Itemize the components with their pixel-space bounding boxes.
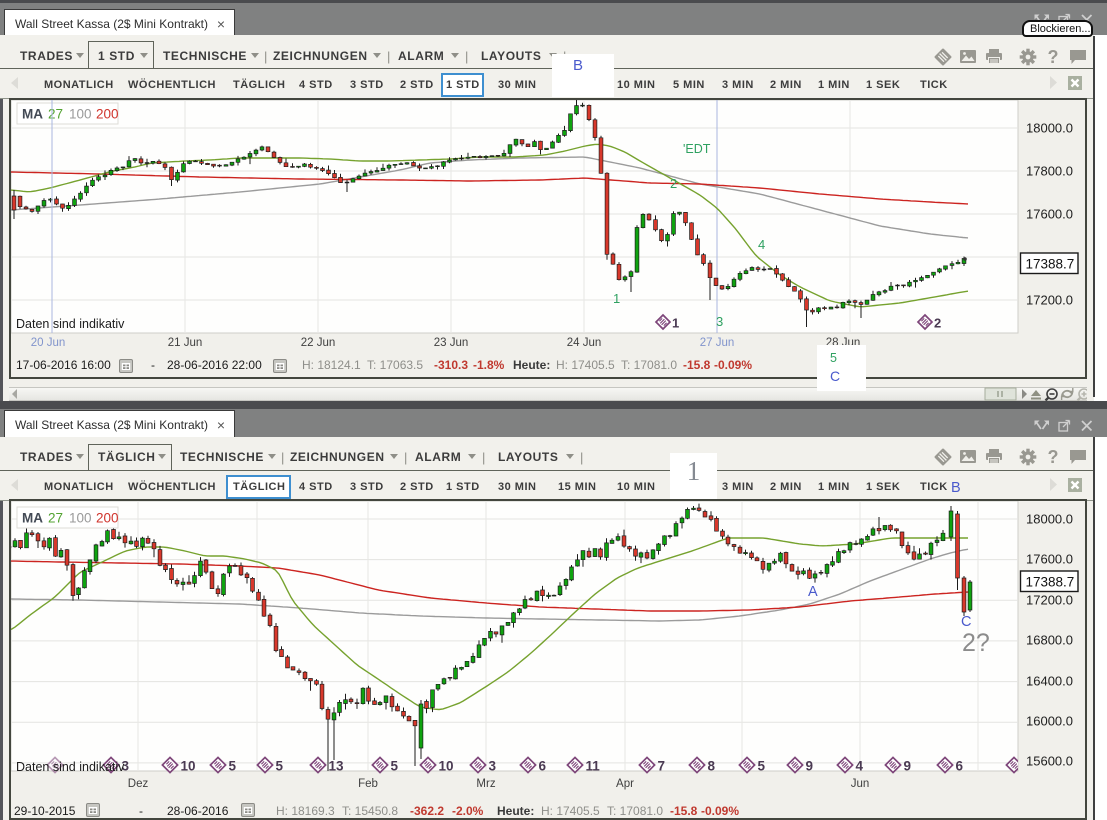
svg-text:?: ? — [1048, 48, 1059, 66]
svg-text:16400.0: 16400.0 — [1026, 674, 1073, 689]
svg-text:1: 1 — [613, 291, 620, 306]
svg-text:2: 2 — [670, 176, 677, 191]
svg-text:7: 7 — [658, 759, 666, 774]
svg-text:27 Jun: 27 Jun — [700, 337, 735, 349]
svg-text:17200.0: 17200.0 — [1026, 293, 1073, 308]
svg-text:15600.0: 15600.0 — [1026, 754, 1073, 769]
svg-text:27: 27 — [48, 107, 63, 122]
svg-text:Apr: Apr — [616, 778, 634, 790]
svg-text:13: 13 — [329, 759, 345, 774]
svg-text:22 Jun: 22 Jun — [301, 337, 336, 349]
svg-text:17600.0: 17600.0 — [1026, 207, 1073, 222]
svg-text:5: 5 — [229, 759, 237, 774]
svg-text:3: 3 — [122, 759, 130, 774]
svg-text:23 Jun: 23 Jun — [434, 337, 469, 349]
svg-text:2?: 2? — [962, 629, 990, 657]
svg-text:8: 8 — [708, 759, 716, 774]
svg-text:9: 9 — [806, 759, 814, 774]
svg-text:24 Jun: 24 Jun — [567, 337, 602, 349]
svg-text:5: 5 — [276, 759, 284, 774]
svg-text:Mrz: Mrz — [476, 778, 495, 790]
svg-text:11: 11 — [586, 759, 601, 774]
svg-text:200: 200 — [96, 107, 119, 122]
svg-text:100: 100 — [69, 107, 92, 122]
svg-text:3: 3 — [489, 759, 497, 774]
svg-text:10: 10 — [439, 759, 454, 774]
svg-text:18000.0: 18000.0 — [1026, 121, 1073, 136]
svg-text:9: 9 — [904, 759, 912, 774]
svg-text:17388.7: 17388.7 — [1026, 257, 1075, 272]
svg-text:A: A — [808, 584, 818, 600]
svg-text:20 Jun: 20 Jun — [31, 337, 66, 349]
svg-text:100: 100 — [69, 511, 92, 526]
svg-text:21 Jun: 21 Jun — [168, 337, 203, 349]
svg-text:'EDT: 'EDT — [683, 142, 711, 156]
svg-text:17600.0: 17600.0 — [1026, 552, 1073, 567]
svg-text:17388.7: 17388.7 — [1026, 575, 1075, 590]
svg-text:?: ? — [1048, 448, 1059, 466]
svg-text:17800.0: 17800.0 — [1026, 164, 1073, 179]
svg-text:6: 6 — [956, 759, 964, 774]
svg-text:C: C — [961, 614, 971, 630]
svg-text:16800.0: 16800.0 — [1026, 633, 1073, 648]
svg-text:3: 3 — [716, 314, 723, 329]
svg-text:4: 4 — [856, 759, 864, 774]
svg-text:18000.0: 18000.0 — [1026, 512, 1073, 527]
svg-text:Dez: Dez — [128, 778, 149, 790]
svg-text:4: 4 — [758, 237, 765, 252]
svg-text:5: 5 — [758, 759, 766, 774]
svg-text:Jun: Jun — [851, 778, 870, 790]
svg-text:200: 200 — [96, 511, 119, 526]
svg-text:10: 10 — [181, 759, 196, 774]
svg-text:5: 5 — [391, 759, 399, 774]
svg-text:6: 6 — [539, 759, 547, 774]
svg-text:17200.0: 17200.0 — [1026, 593, 1073, 608]
svg-text:1: 1 — [672, 316, 679, 331]
svg-text:Daten sind indikativ: Daten sind indikativ — [16, 760, 125, 774]
svg-text:MA: MA — [22, 511, 43, 526]
svg-text:2: 2 — [934, 316, 941, 331]
svg-text:Daten sind indikativ: Daten sind indikativ — [16, 317, 125, 331]
svg-text:MA: MA — [22, 107, 43, 122]
svg-text:16000.0: 16000.0 — [1026, 714, 1073, 729]
svg-text:Feb: Feb — [358, 778, 378, 790]
svg-text:27: 27 — [48, 511, 63, 526]
